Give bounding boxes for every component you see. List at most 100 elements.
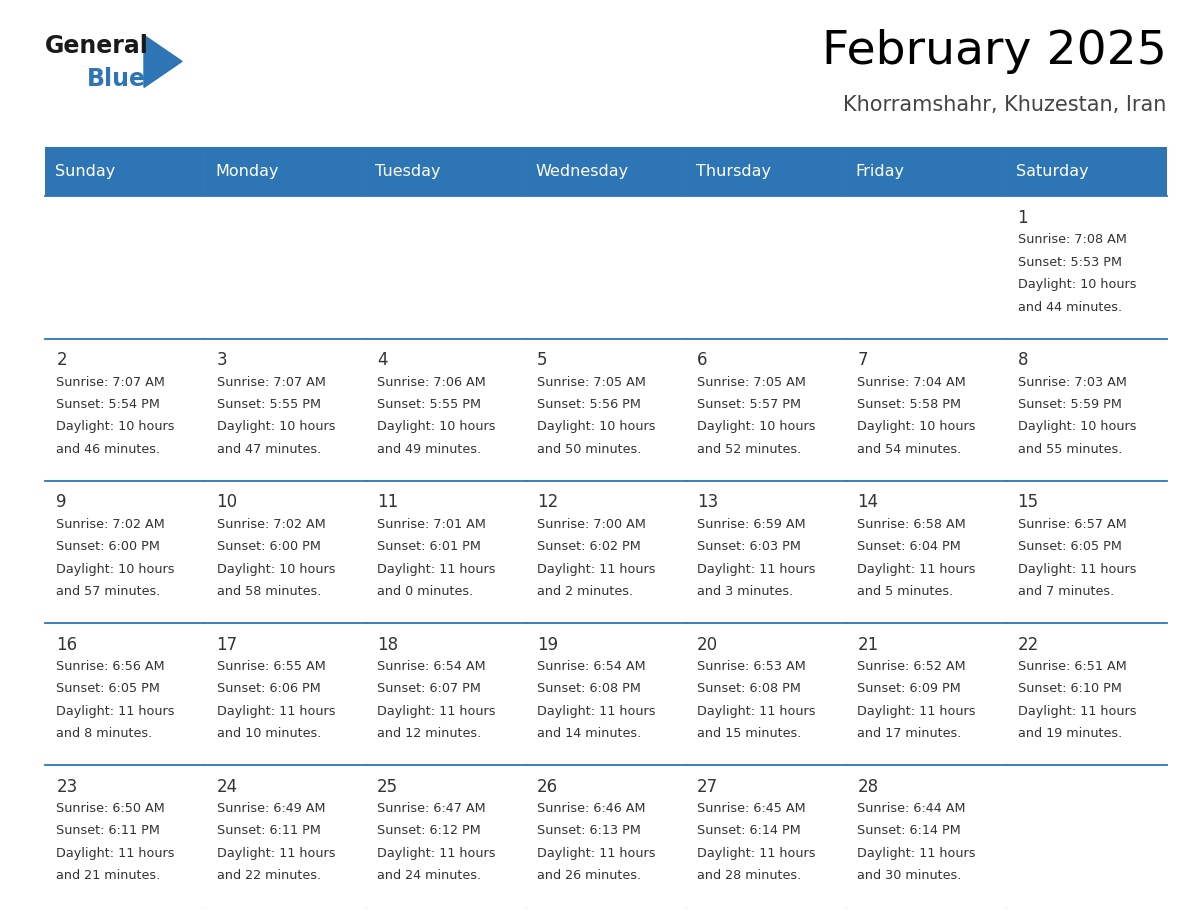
- Text: and 28 minutes.: and 28 minutes.: [697, 869, 802, 882]
- Text: 4: 4: [377, 352, 387, 369]
- Text: Tuesday: Tuesday: [375, 164, 441, 179]
- Text: Daylight: 10 hours: Daylight: 10 hours: [377, 420, 495, 433]
- Text: Daylight: 11 hours: Daylight: 11 hours: [697, 563, 816, 576]
- Text: Sunrise: 6:54 AM: Sunrise: 6:54 AM: [537, 660, 645, 673]
- Text: 8: 8: [1018, 352, 1028, 369]
- Text: 28: 28: [858, 778, 879, 796]
- Text: 16: 16: [56, 635, 77, 654]
- Text: and 26 minutes.: and 26 minutes.: [537, 869, 642, 882]
- Text: Sunset: 6:08 PM: Sunset: 6:08 PM: [537, 682, 640, 695]
- Text: Daylight: 10 hours: Daylight: 10 hours: [56, 563, 175, 576]
- Text: Daylight: 10 hours: Daylight: 10 hours: [697, 420, 816, 433]
- Text: and 19 minutes.: and 19 minutes.: [1018, 727, 1121, 740]
- Text: Sunrise: 6:59 AM: Sunrise: 6:59 AM: [697, 518, 805, 531]
- Text: Sunset: 6:11 PM: Sunset: 6:11 PM: [216, 824, 321, 837]
- Text: Thursday: Thursday: [696, 164, 771, 179]
- Text: Sunrise: 7:04 AM: Sunrise: 7:04 AM: [858, 375, 966, 388]
- Text: Daylight: 10 hours: Daylight: 10 hours: [858, 420, 975, 433]
- Text: and 0 minutes.: and 0 minutes.: [377, 585, 473, 598]
- Text: Sunset: 6:13 PM: Sunset: 6:13 PM: [537, 824, 640, 837]
- Text: 19: 19: [537, 635, 558, 654]
- Text: Sunset: 6:05 PM: Sunset: 6:05 PM: [1018, 540, 1121, 553]
- Text: Sunset: 5:55 PM: Sunset: 5:55 PM: [377, 398, 481, 411]
- Text: Daylight: 11 hours: Daylight: 11 hours: [858, 563, 975, 576]
- Text: Daylight: 11 hours: Daylight: 11 hours: [697, 705, 816, 718]
- Text: Sunset: 6:11 PM: Sunset: 6:11 PM: [56, 824, 160, 837]
- Text: Sunrise: 7:03 AM: Sunrise: 7:03 AM: [1018, 375, 1126, 388]
- Text: Sunrise: 6:46 AM: Sunrise: 6:46 AM: [537, 801, 645, 815]
- Text: Sunset: 6:00 PM: Sunset: 6:00 PM: [216, 540, 321, 553]
- Text: 13: 13: [697, 494, 719, 511]
- Text: and 55 minutes.: and 55 minutes.: [1018, 442, 1121, 456]
- Text: Sunset: 6:02 PM: Sunset: 6:02 PM: [537, 540, 640, 553]
- Text: and 58 minutes.: and 58 minutes.: [216, 585, 321, 598]
- Text: Sunset: 6:04 PM: Sunset: 6:04 PM: [858, 540, 961, 553]
- Text: 6: 6: [697, 352, 708, 369]
- Text: 27: 27: [697, 778, 719, 796]
- Text: 20: 20: [697, 635, 719, 654]
- Text: Sunset: 5:57 PM: Sunset: 5:57 PM: [697, 398, 801, 411]
- Text: Daylight: 11 hours: Daylight: 11 hours: [858, 846, 975, 860]
- Text: 1: 1: [1018, 209, 1029, 228]
- Text: 22: 22: [1018, 635, 1038, 654]
- Text: 24: 24: [216, 778, 238, 796]
- Text: Sunrise: 7:05 AM: Sunrise: 7:05 AM: [537, 375, 646, 388]
- Text: and 22 minutes.: and 22 minutes.: [216, 869, 321, 882]
- Text: 18: 18: [377, 635, 398, 654]
- Text: Sunset: 5:53 PM: Sunset: 5:53 PM: [1018, 256, 1121, 269]
- Text: Daylight: 11 hours: Daylight: 11 hours: [537, 846, 656, 860]
- Text: and 14 minutes.: and 14 minutes.: [537, 727, 642, 740]
- Text: Daylight: 10 hours: Daylight: 10 hours: [1018, 420, 1136, 433]
- Text: and 47 minutes.: and 47 minutes.: [216, 442, 321, 456]
- Text: Sunrise: 6:49 AM: Sunrise: 6:49 AM: [216, 801, 326, 815]
- Text: Daylight: 11 hours: Daylight: 11 hours: [537, 563, 656, 576]
- Text: Sunrise: 7:02 AM: Sunrise: 7:02 AM: [216, 518, 326, 531]
- Text: Sunrise: 6:53 AM: Sunrise: 6:53 AM: [697, 660, 805, 673]
- Text: Daylight: 10 hours: Daylight: 10 hours: [56, 420, 175, 433]
- Text: and 2 minutes.: and 2 minutes.: [537, 585, 633, 598]
- Text: and 7 minutes.: and 7 minutes.: [1018, 585, 1114, 598]
- Text: Sunrise: 6:57 AM: Sunrise: 6:57 AM: [1018, 518, 1126, 531]
- Text: 2: 2: [56, 352, 67, 369]
- Text: 11: 11: [377, 494, 398, 511]
- Text: and 17 minutes.: and 17 minutes.: [858, 727, 962, 740]
- Text: Daylight: 11 hours: Daylight: 11 hours: [1018, 563, 1136, 576]
- Text: Daylight: 11 hours: Daylight: 11 hours: [537, 705, 656, 718]
- Text: and 44 minutes.: and 44 minutes.: [1018, 301, 1121, 314]
- Text: Daylight: 11 hours: Daylight: 11 hours: [377, 846, 495, 860]
- Text: Daylight: 10 hours: Daylight: 10 hours: [216, 563, 335, 576]
- Text: 17: 17: [216, 635, 238, 654]
- Text: Wednesday: Wednesday: [536, 164, 628, 179]
- Text: Sunrise: 6:45 AM: Sunrise: 6:45 AM: [697, 801, 805, 815]
- Text: 5: 5: [537, 352, 548, 369]
- Text: Sunrise: 6:52 AM: Sunrise: 6:52 AM: [858, 660, 966, 673]
- Text: Sunset: 6:07 PM: Sunset: 6:07 PM: [377, 682, 481, 695]
- Text: Sunset: 6:06 PM: Sunset: 6:06 PM: [216, 682, 321, 695]
- Text: and 21 minutes.: and 21 minutes.: [56, 869, 160, 882]
- Text: and 3 minutes.: and 3 minutes.: [697, 585, 794, 598]
- Polygon shape: [144, 35, 182, 87]
- Text: 12: 12: [537, 494, 558, 511]
- Text: Sunrise: 6:55 AM: Sunrise: 6:55 AM: [216, 660, 326, 673]
- Text: 9: 9: [56, 494, 67, 511]
- Text: Khorramshahr, Khuzestan, Iran: Khorramshahr, Khuzestan, Iran: [843, 95, 1167, 115]
- Text: Daylight: 11 hours: Daylight: 11 hours: [858, 705, 975, 718]
- Text: 7: 7: [858, 352, 868, 369]
- Text: and 10 minutes.: and 10 minutes.: [216, 727, 321, 740]
- Text: Monday: Monday: [215, 164, 278, 179]
- Text: Sunrise: 7:02 AM: Sunrise: 7:02 AM: [56, 518, 165, 531]
- Text: Daylight: 10 hours: Daylight: 10 hours: [216, 420, 335, 433]
- Text: and 30 minutes.: and 30 minutes.: [858, 869, 962, 882]
- Text: 25: 25: [377, 778, 398, 796]
- Text: 15: 15: [1018, 494, 1038, 511]
- Text: February 2025: February 2025: [822, 29, 1167, 74]
- Text: 10: 10: [216, 494, 238, 511]
- Text: Daylight: 11 hours: Daylight: 11 hours: [216, 846, 335, 860]
- Text: Sunrise: 6:56 AM: Sunrise: 6:56 AM: [56, 660, 165, 673]
- Text: Sunset: 5:56 PM: Sunset: 5:56 PM: [537, 398, 640, 411]
- Text: 26: 26: [537, 778, 558, 796]
- Text: Sunrise: 7:08 AM: Sunrise: 7:08 AM: [1018, 233, 1126, 246]
- Text: Daylight: 11 hours: Daylight: 11 hours: [697, 846, 816, 860]
- Text: Sunday: Sunday: [55, 164, 115, 179]
- Text: Sunrise: 7:06 AM: Sunrise: 7:06 AM: [377, 375, 486, 388]
